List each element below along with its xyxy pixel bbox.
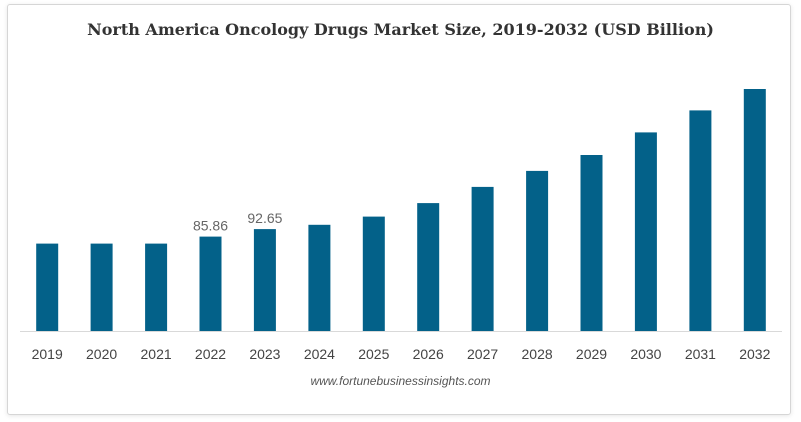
bars-layer	[36, 89, 766, 332]
x-tick-label-2030: 2030	[630, 346, 661, 362]
source-credit: www.fortunebusinessinsights.com	[310, 374, 491, 388]
bar-2028	[526, 170, 549, 331]
x-tick-label-2031: 2031	[685, 346, 716, 362]
data-label-2022: 85.86	[193, 218, 228, 234]
x-tick-label-2027: 2027	[467, 346, 498, 362]
bar-2031	[689, 110, 712, 332]
bar-2020	[90, 243, 113, 332]
x-tick-label-2022: 2022	[195, 346, 226, 362]
bar-2030	[634, 132, 657, 331]
x-tick-label-2019: 2019	[32, 346, 63, 362]
bar-2025	[362, 216, 385, 331]
data-label-2023: 92.65	[247, 210, 282, 226]
bar-2032	[743, 89, 766, 331]
x-tick-label-2020: 2020	[86, 346, 117, 362]
x-axis-ticks: 2019 2020 2021 2022 2023 2024 2025 2026 2027 2028…	[32, 346, 771, 362]
bar-2024	[308, 224, 331, 331]
x-tick-label-2032: 2032	[739, 346, 770, 362]
x-tick-label-2021: 2021	[141, 346, 172, 362]
bar-2029	[580, 155, 603, 331]
x-tick-label-2023: 2023	[249, 346, 280, 362]
x-tick-label-2024: 2024	[304, 346, 335, 362]
bar-2023	[253, 229, 276, 331]
bar-2027	[471, 186, 494, 331]
bar-2022	[199, 236, 222, 331]
x-tick-label-2028: 2028	[522, 346, 553, 362]
x-tick-label-2026: 2026	[413, 346, 444, 362]
chart-card	[7, 4, 791, 415]
labels-layer: 85.86 92.65	[193, 210, 283, 234]
chart-title: North America Oncology Drugs Market Size…	[87, 20, 714, 39]
x-tick-label-2025: 2025	[358, 346, 389, 362]
bar-2021	[145, 243, 168, 332]
x-tick-label-2029: 2029	[576, 346, 607, 362]
bar-2026	[417, 203, 440, 331]
bar-2019	[36, 243, 59, 332]
